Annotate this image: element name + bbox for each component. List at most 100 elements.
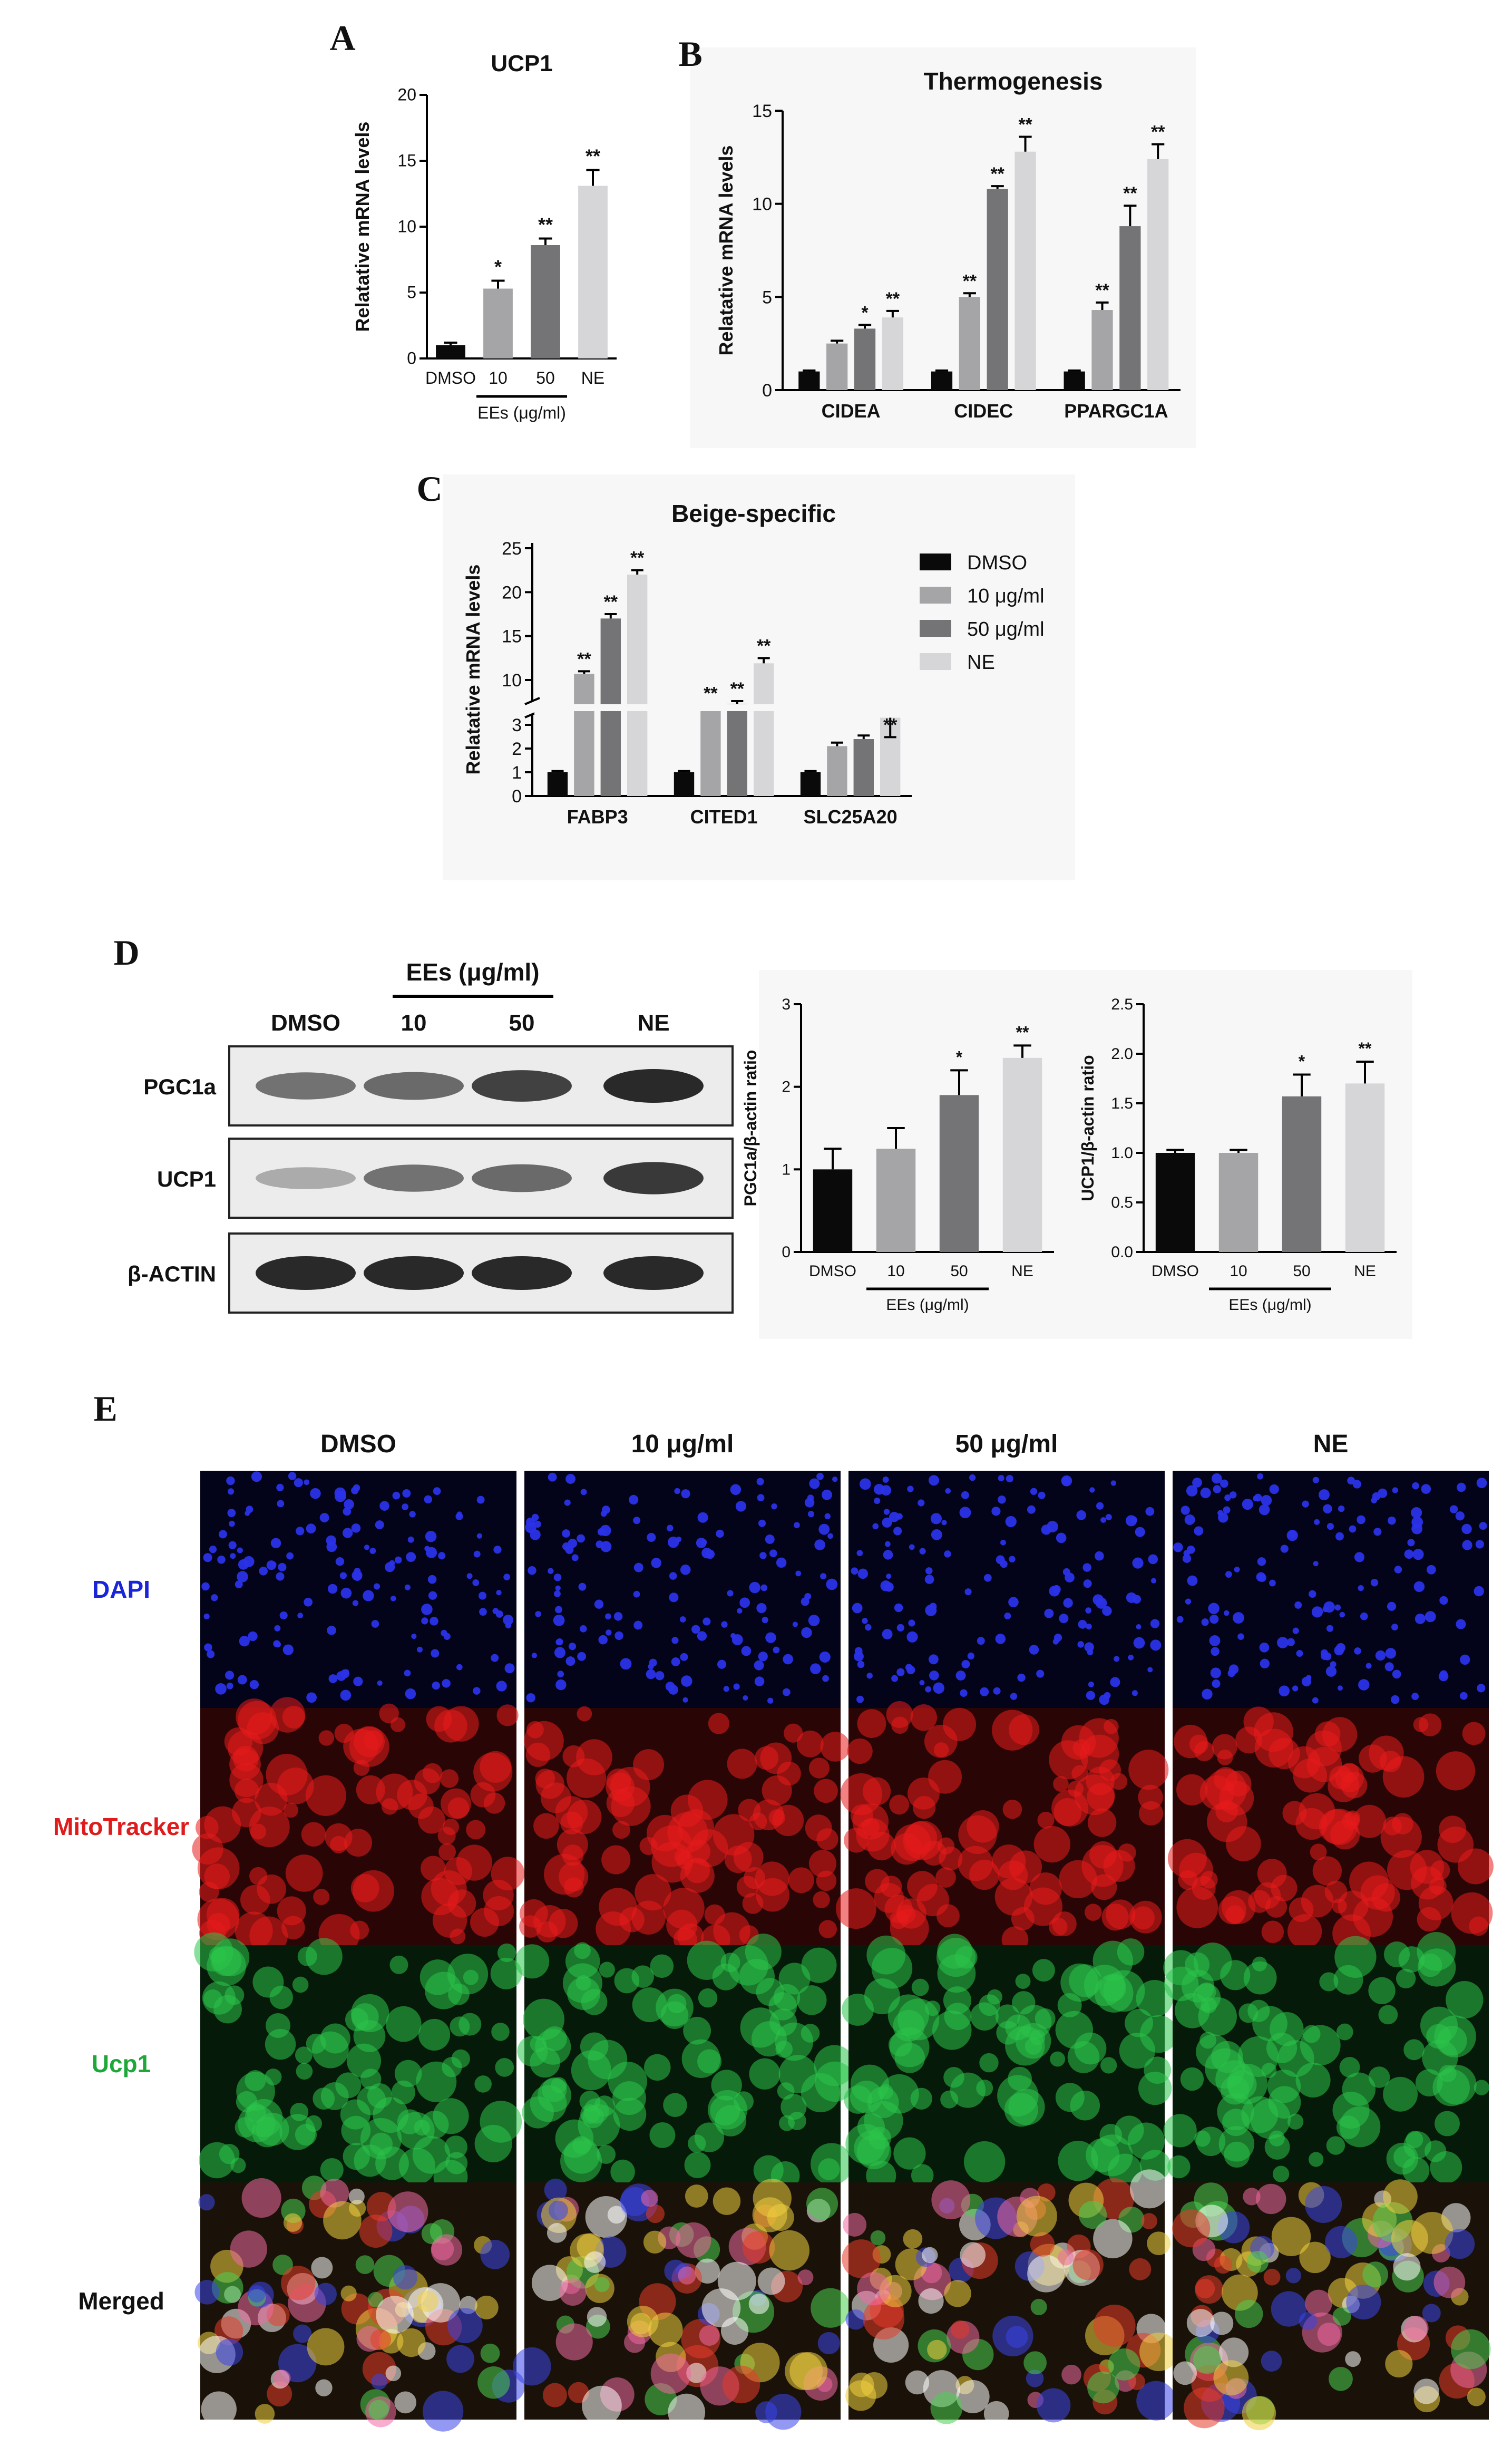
cell [993,1687,1001,1695]
cell [1295,2062,1331,2098]
cell [919,1679,925,1685]
cell [808,1850,837,1878]
significance-mark: ** [730,679,745,699]
cell [1194,1526,1204,1536]
lane-label: NE [637,1010,669,1036]
cell [690,1829,728,1867]
cell [305,2115,322,2132]
cell [1282,1801,1307,1825]
y-tick-label: 0 [512,786,522,807]
cell [339,1572,347,1579]
cell [788,1867,814,1893]
bar-dmso [813,1169,853,1252]
cell [1311,1606,1323,1618]
cell [421,1604,433,1615]
cell [295,2046,313,2064]
cell [211,1594,218,1601]
cell [753,1799,784,1831]
cell [1336,2023,1353,2041]
cell [1309,1590,1316,1598]
cell [1330,1661,1337,1668]
cell [857,1568,869,1579]
cell [1015,1974,1031,1989]
cell [792,1621,798,1627]
cell [1479,1522,1487,1530]
bar-50 [1282,1096,1322,1252]
cell [1338,1505,1345,1512]
blot-row-0: PGC1a [143,1045,734,1127]
cell [1037,1811,1055,1829]
cell [267,2381,292,2407]
panel-b: Thermogenesis Relatative mRNA levels 0 5 10 1… [715,67,1181,422]
cell [1337,1685,1343,1691]
cell [882,1629,893,1639]
cell [421,1856,446,1881]
cell [318,1730,335,1746]
cell [270,1538,281,1549]
cell [757,2267,785,2295]
y-tick-label: 2 [512,739,522,759]
cell [631,1965,654,1988]
cell [1358,1679,1370,1691]
cell [1206,1801,1247,1842]
cell [579,1625,587,1633]
cell [236,1698,272,1735]
cell [1084,1904,1102,1921]
cell [775,2041,793,2058]
cell [269,1985,293,2009]
cell [563,1877,584,1898]
cell [1211,2041,1243,2073]
cell [1220,1960,1251,1990]
cell [1254,1882,1281,1909]
cell [562,1529,570,1538]
cell [681,1489,690,1499]
cell [198,2194,215,2211]
micrograph-dapi-0 [200,1471,516,1708]
cell [669,1572,677,1580]
x-tick-label: CIDEC [954,400,1013,422]
cell [341,2115,371,2145]
cell [995,1634,1006,1644]
cell [548,1568,554,1574]
significance-mark: ** [1359,1039,1372,1058]
cell [807,1511,815,1518]
cell [283,2213,303,2232]
cell [1091,1874,1117,1900]
cell [730,1484,742,1496]
cell [466,1820,486,1840]
cell [447,2308,483,2344]
cell [1102,1606,1112,1616]
cell [585,2196,627,2238]
cell [1334,1645,1344,1656]
cell [998,1495,1006,1504]
y-tick-label: 0.0 [1111,1244,1133,1261]
cell [351,1994,389,2033]
cell [1114,1656,1120,1662]
micrograph-ucp1-1 [515,1934,855,2190]
cell [633,1620,643,1630]
cell [1210,2312,1234,2335]
micrograph-merged-3 [1172,2179,1491,2431]
cell [880,1876,902,1898]
blot-band [364,1256,464,1290]
cell [1094,1974,1134,2013]
cell [1421,1484,1431,1494]
cell [1257,1557,1266,1566]
cell [635,1874,671,1911]
cell [353,1760,370,1776]
cell [1320,1649,1328,1657]
cell [1173,2361,1197,2385]
cell [1334,1936,1377,1978]
cell [1229,1491,1237,1499]
cell [925,1686,932,1693]
cell [554,1606,562,1614]
micrograph-merged-2 [842,2169,1178,2426]
cell [1257,1473,1264,1480]
cell [811,2288,851,2328]
cell [496,1589,502,1596]
cell [1110,1480,1116,1486]
cell [728,1945,768,1986]
cell [854,1651,864,1662]
cell [613,2098,647,2131]
cell [777,1761,801,1786]
